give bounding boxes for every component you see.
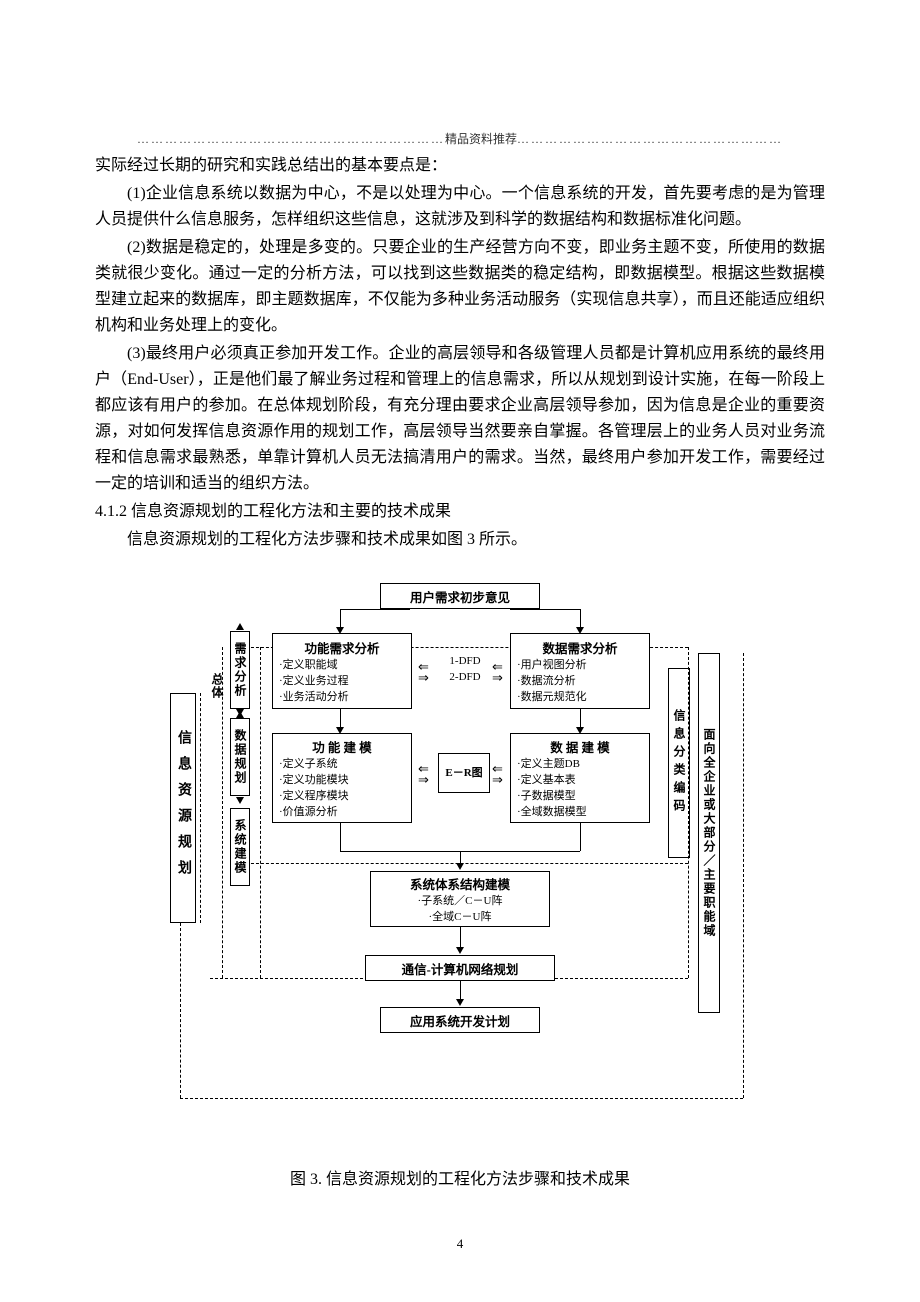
network-box: 通信-计算机网络规划 (365, 955, 555, 981)
vline-t2 (580, 609, 581, 629)
data-req-item-1: ·数据流分析 (517, 673, 576, 689)
left-req-analysis: 需求分析 (230, 631, 250, 709)
func-model-title: 功 能 建 模 (279, 737, 405, 756)
func-req-title: 功能需求分析 (279, 638, 405, 657)
header-dots-right: ………………………………………………… (517, 132, 783, 146)
a-merge (456, 863, 464, 870)
dblarrow-2r: ⇐⇒ (492, 763, 503, 785)
vdash-l1 (200, 693, 201, 923)
header-dots-left: ………………………………………………………… (137, 132, 445, 146)
dash-bottom (180, 1098, 743, 1099)
data-model-box: 数 据 建 模 ·定义主题DB ·定义基本表 ·子数据模型 ·全域数据模型 (510, 733, 650, 823)
right-col2: 面向全企业或大部分／主要职能域 (698, 653, 720, 1013)
figure-wrap: 用户需求初步意见 信息资源规划 总体 需求分析 数据规划 系统建模 (95, 583, 825, 1189)
page: …………………………………………………………精品资料推荐………………………………… (0, 0, 920, 1302)
point-1: (1)企业信息系统以数据为中心，不是以处理为中心。一个信息系统的开发，首先要考虑… (95, 181, 825, 233)
point-3: (3)最终用户必须真正参加开发工作。企业的高层领导和各级管理人员都是计算机应用系… (95, 341, 825, 497)
dblarrow-1r: ⇐⇒ (492, 661, 503, 683)
body-text: 实际经过长期的研究和实践总结出的基本要点是： (1)企业信息系统以数据为中心，不… (95, 153, 825, 553)
v-to-plan (460, 981, 461, 1001)
vdash-r2 (743, 653, 744, 1098)
data-req-item-2: ·数据元规范化 (517, 689, 587, 705)
left-main-box: 信息资源规划 (170, 693, 196, 923)
dn-arrow-2 (236, 797, 244, 804)
data-req-item-0: ·用户视图分析 (517, 657, 587, 673)
vdash-far-left (180, 923, 181, 1098)
a-to-net (456, 947, 464, 954)
vline-t1 (340, 609, 341, 629)
data-req-title: 数据需求分析 (517, 638, 643, 657)
dblarrow-2l: ⇐⇒ (418, 763, 429, 785)
up-arrow-2 (236, 711, 244, 718)
func-req-item-1: ·定义业务过程 (279, 673, 349, 689)
left-main-label: 信息资源规划 (176, 730, 190, 886)
v-r2-l (340, 823, 341, 851)
top-box: 用户需求初步意见 (380, 583, 540, 609)
func-req-box: 功能需求分析 ·定义职能域 ·定义业务过程 ·业务活动分析 (272, 633, 412, 709)
vdash-l2 (222, 647, 223, 978)
sys-arch-title: 系统体系结构建模 (410, 874, 510, 893)
v-r1-l (340, 709, 341, 729)
v-to-net (460, 927, 461, 949)
top-box-label: 用户需求初步意见 (410, 587, 510, 606)
diagram: 用户需求初步意见 信息资源规划 总体 需求分析 数据规划 系统建模 (170, 583, 750, 1133)
v-r2-r (580, 823, 581, 851)
section-number: 4.1.2 信息资源规划的工程化方法和主要的技术成果 (95, 499, 825, 525)
func-model-box: 功 能 建 模 ·定义子系统 ·定义功能模块 ·定义程序模块 ·价值源分析 (272, 733, 412, 823)
v-r1-r (580, 709, 581, 729)
func-req-item-2: ·业务活动分析 (279, 689, 349, 705)
er-box: E－R图 (438, 753, 490, 793)
right-col1: 信息分类编码 (668, 668, 690, 858)
dblarrow-1l: ⇐⇒ (418, 661, 429, 683)
header-label: 精品资料推荐 (445, 132, 517, 146)
data-model-title: 数 据 建 模 (517, 737, 643, 756)
intro-line: 实际经过长期的研究和实践总结出的基本要点是： (95, 153, 825, 179)
point-2: (2)数据是稳定的，处理是多变的。只要企业的生产经营方向不变，即业务主题不变，所… (95, 235, 825, 339)
page-number: 4 (0, 1236, 920, 1252)
mid-dfd: 1-DFD 2-DFD (440, 653, 490, 685)
func-req-item-0: ·定义职能域 (279, 657, 338, 673)
header-reference-line: …………………………………………………………精品资料推荐………………………………… (95, 130, 825, 147)
sys-arch-box: 系统体系结构建模 ·子系统／C－U阵 ·全域C－U阵 (370, 871, 550, 927)
plan-box: 应用系统开发计划 (380, 1007, 540, 1033)
figure-ref: 信息资源规划的工程化方法步骤和技术成果如图 3 所示。 (95, 527, 825, 553)
vdash-r1 (688, 647, 689, 978)
hline-t1 (340, 609, 410, 610)
left-sub1: 总体 (209, 673, 226, 699)
figure-caption: 图 3. 信息资源规划的工程化方法步骤和技术成果 (95, 1165, 825, 1189)
data-req-box: 数据需求分析 ·用户视图分析 ·数据流分析 ·数据元规范化 (510, 633, 650, 709)
vdash-l3 (260, 647, 261, 978)
a-to-plan (456, 999, 464, 1006)
up-arrow-1 (236, 623, 244, 630)
left-sys-model: 系统建模 (230, 808, 250, 886)
hline-t2 (510, 609, 580, 610)
left-data-plan: 数据规划 (230, 718, 250, 796)
